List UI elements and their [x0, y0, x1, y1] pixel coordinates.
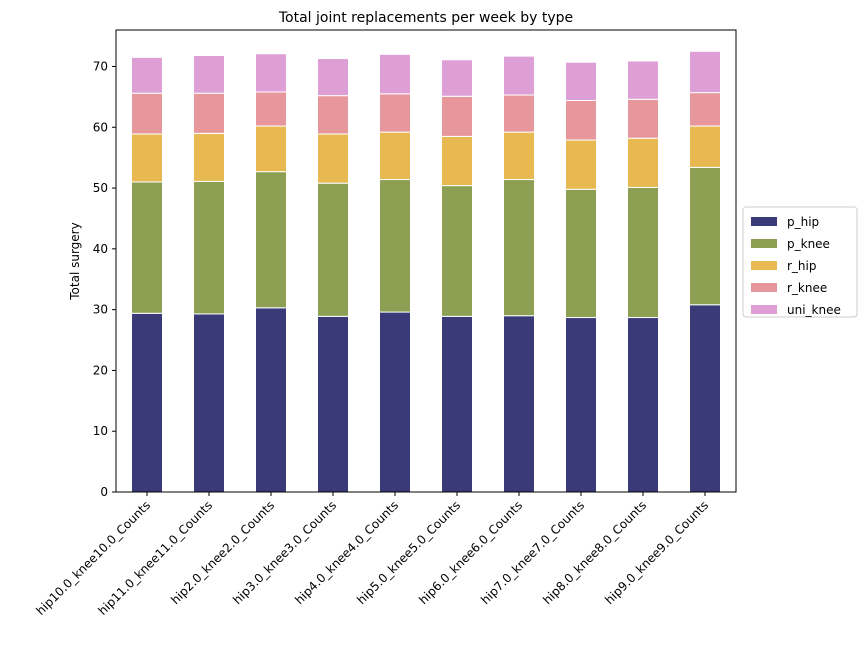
bar-r_knee-0 [131, 92, 163, 135]
bar-p_hip-0 [131, 312, 163, 493]
bar-p_knee-2 [255, 171, 287, 309]
bar-p_knee-3 [317, 182, 349, 317]
legend-swatch-r_hip [751, 261, 777, 270]
x-tick-label: hip8.0_knee8.0_Counts [540, 498, 649, 607]
x-axis-ticks: hip10.0_knee10.0_Countship11.0_knee11.0_… [33, 492, 711, 618]
bar-r_hip-3 [317, 133, 349, 184]
bar-r_knee-8 [627, 98, 659, 139]
bar-p_knee-5 [441, 185, 473, 317]
bar-uni_knee-5 [441, 59, 473, 97]
bar-r_knee-2 [255, 91, 287, 127]
bar-r_knee-4 [379, 93, 411, 133]
y-tick-label: 40 [93, 242, 108, 256]
bar-r_hip-0 [131, 133, 163, 183]
legend-swatch-p_knee [751, 239, 777, 248]
y-tick-label: 60 [93, 120, 108, 134]
bar-p_knee-1 [193, 180, 225, 315]
y-axis-ticks: 0 10 20 30 40 50 60 70 [93, 59, 116, 499]
bar-p_hip-6 [503, 315, 535, 493]
bar-r_knee-6 [503, 94, 535, 133]
bar-p_hip-5 [441, 315, 473, 493]
bar-uni_knee-7 [565, 61, 597, 102]
bar-p_hip-7 [565, 317, 597, 493]
bar-r_hip-6 [503, 131, 535, 181]
legend-swatch-r_knee [751, 283, 777, 292]
legend-label-r_knee: r_knee [787, 281, 827, 295]
x-tick-label: hip7.0_knee7.0_Counts [478, 498, 587, 607]
bar-r_hip-5 [441, 135, 473, 187]
bar-p_knee-9 [689, 166, 721, 306]
x-tick-label: hip5.0_knee5.0_Counts [354, 498, 463, 607]
bar-p_hip-9 [689, 304, 721, 493]
y-tick-label: 50 [93, 181, 108, 195]
bar-uni_knee-4 [379, 53, 411, 95]
bar-p_hip-8 [627, 317, 659, 493]
x-tick-label: hip9.0_knee9.0_Counts [602, 498, 711, 607]
bar-p_hip-1 [193, 313, 225, 493]
bar-r_knee-5 [441, 95, 473, 137]
x-tick-label: hip3.0_knee3.0_Counts [230, 498, 339, 607]
plot-frame [115, 29, 737, 493]
bar-r_hip-4 [379, 131, 411, 181]
bar-uni_knee-6 [503, 55, 535, 96]
x-tick-label: hip4.0_knee4.0_Counts [292, 498, 401, 607]
bar-r_knee-7 [565, 100, 597, 141]
bar-p_knee-8 [627, 186, 659, 319]
y-tick-label: 70 [93, 59, 108, 73]
bar-r_hip-2 [255, 125, 287, 173]
bar-uni_knee-0 [131, 56, 163, 94]
bar-uni_knee-3 [317, 58, 349, 97]
bar-p_knee-0 [131, 181, 163, 314]
bar-uni_knee-9 [689, 50, 721, 94]
bar-p_hip-4 [379, 311, 411, 493]
bar-r_hip-7 [565, 139, 597, 190]
bar-p_hip-3 [317, 315, 349, 493]
legend-label-p_hip: p_hip [787, 215, 819, 229]
y-tick-label: 0 [100, 485, 108, 499]
y-axis-label: Total surgery [68, 222, 82, 300]
bar-r_hip-8 [627, 137, 659, 188]
x-tick-label: hip10.0_knee10.0_Counts [33, 498, 153, 618]
bar-uni_knee-8 [627, 60, 659, 100]
x-tick-label: hip6.0_knee6.0_Counts [416, 498, 525, 607]
bar-r_knee-9 [689, 92, 721, 127]
legend-swatch-uni_knee [751, 305, 777, 314]
legend-label-uni_knee: uni_knee [787, 303, 841, 317]
legend-swatch-p_hip [751, 217, 777, 226]
bar-r_hip-1 [193, 132, 225, 182]
bar-uni_knee-2 [255, 53, 287, 93]
bar-uni_knee-1 [193, 55, 225, 94]
bar-p_hip-2 [255, 307, 287, 493]
bar-r_knee-3 [317, 95, 349, 135]
x-tick-label: hip2.0_knee2.0_Counts [168, 498, 277, 607]
y-tick-label: 10 [93, 424, 108, 438]
bars-group [131, 50, 721, 493]
y-tick-label: 20 [93, 363, 108, 377]
bar-p_knee-4 [379, 179, 411, 313]
bar-p_knee-7 [565, 188, 597, 319]
legend-label-p_knee: p_knee [787, 237, 830, 251]
legend-label-r_hip: r_hip [787, 259, 817, 273]
bar-r_hip-9 [689, 125, 721, 168]
bar-r_knee-1 [193, 92, 225, 134]
y-tick-label: 30 [93, 303, 108, 317]
x-tick-label: hip11.0_knee11.0_Counts [95, 498, 215, 618]
bar-p_knee-6 [503, 179, 535, 317]
legend: p_hip p_knee r_hip r_knee uni_knee [742, 206, 858, 318]
chart-title: Total joint replacements per week by typ… [278, 10, 573, 26]
